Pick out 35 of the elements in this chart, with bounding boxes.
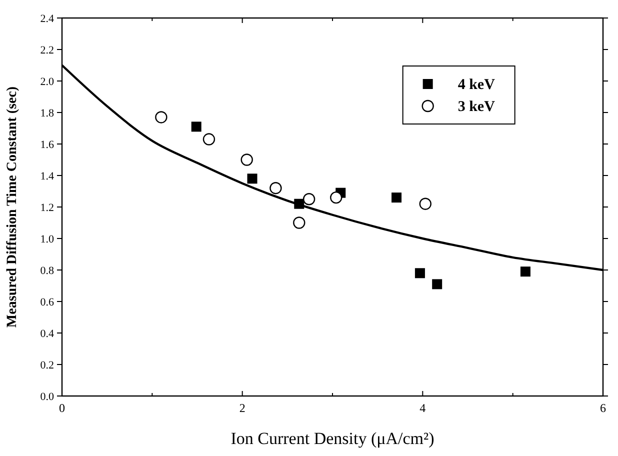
y-tick-label: 0.6 [40, 296, 54, 308]
y-tick-label: 2.0 [40, 76, 54, 88]
x-axis-title: Ion Current Density (μA/cm²) [230, 429, 434, 448]
legend-label: 3 keV [458, 99, 496, 115]
y-tick-label: 1.8 [40, 108, 54, 120]
y-tick-label: 1.2 [40, 202, 54, 214]
point [330, 191, 342, 204]
y-tick-label: 0.2 [40, 360, 54, 372]
point [414, 268, 425, 278]
point [293, 216, 306, 229]
y-tick-label: 0.8 [40, 265, 54, 277]
y-tick-label: 0.0 [40, 391, 54, 403]
x-tick-label: 4 [420, 401, 426, 415]
x-tick-label: 6 [600, 401, 606, 415]
point [520, 266, 530, 277]
y-tick-label: 0.4 [40, 328, 54, 340]
y-tick-label: 1.0 [40, 234, 54, 246]
point [392, 192, 402, 203]
y-tick-label: 1.4 [40, 170, 54, 182]
point [270, 182, 282, 194]
point [155, 111, 168, 124]
y-tick-label: 2.4 [40, 13, 54, 25]
x-tick-label: 0 [59, 401, 65, 415]
point [419, 198, 432, 210]
y-tick-label: 1.6 [40, 139, 54, 151]
y-axis-title: Measured Diffusion Time Constant (sec) [5, 86, 20, 328]
y-tick-label: 2.2 [40, 44, 54, 56]
point [191, 122, 202, 132]
point [247, 174, 258, 184]
legend-label: 4 keV [458, 77, 496, 93]
x-tick-label: 2 [239, 401, 246, 415]
point [202, 133, 216, 146]
point [432, 279, 442, 290]
point [240, 154, 253, 166]
point [302, 193, 316, 206]
